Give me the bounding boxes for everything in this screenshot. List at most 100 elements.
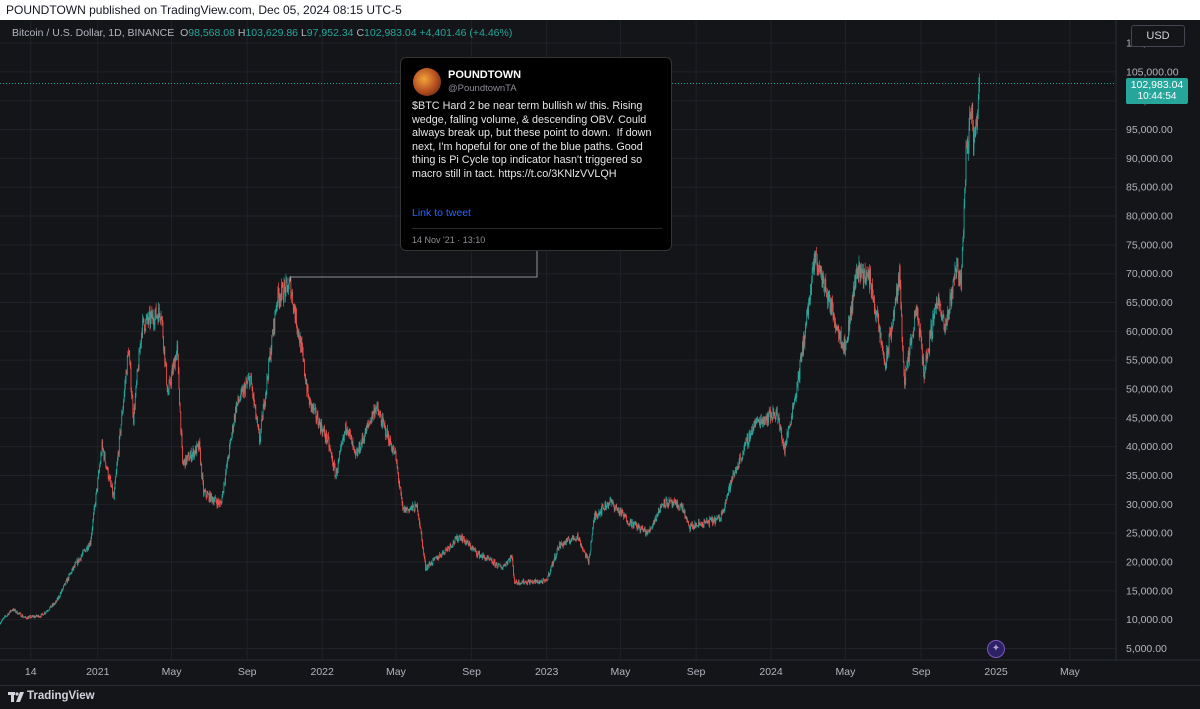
candle-body <box>926 353 928 360</box>
candle-body <box>663 499 665 506</box>
candle-body <box>254 405 256 406</box>
candle-body <box>921 349 923 364</box>
candle-body <box>171 374 172 385</box>
candle-body <box>267 376 268 378</box>
candle-body <box>887 348 889 359</box>
candle-body <box>203 482 204 495</box>
candle-body <box>203 491 205 495</box>
candle-body <box>180 411 182 432</box>
candle-body <box>835 326 837 330</box>
candle-body <box>693 525 694 529</box>
bar-countdown: 10:44:54 <box>1137 90 1177 102</box>
candle-body <box>342 436 344 442</box>
candle-body <box>235 406 237 412</box>
candle-body <box>816 253 817 255</box>
candle-body <box>292 304 294 311</box>
symbol-title[interactable]: Bitcoin / U.S. Dollar, 1D, BINANCE <box>12 27 175 39</box>
candle-body <box>466 540 468 543</box>
candle-body <box>846 341 848 343</box>
candle-body <box>602 504 603 507</box>
candle-body <box>716 517 718 520</box>
candle-body <box>975 120 977 131</box>
candle-body <box>970 112 972 119</box>
tweet-card[interactable]: POUNDTOWN @PoundtownTA $BTC Hard 2 be ne… <box>400 57 672 251</box>
candle-body <box>555 556 557 560</box>
candle-body <box>438 556 439 559</box>
x-tick-label: Sep <box>687 666 706 678</box>
avatar[interactable] <box>413 68 441 96</box>
candle-body <box>508 559 509 561</box>
candle-body <box>407 509 409 510</box>
candle-body <box>911 334 913 343</box>
candle-body <box>60 592 62 594</box>
link-to-tweet[interactable]: Link to tweet <box>412 207 471 219</box>
sparkle-icon[interactable]: ✦ <box>987 640 1005 658</box>
candle-body <box>714 517 715 522</box>
candle-body <box>430 561 432 566</box>
candle-body <box>845 342 847 346</box>
candle-body <box>324 435 326 440</box>
candle-body <box>895 298 897 302</box>
candle-body <box>744 442 746 444</box>
candle-body <box>976 120 977 125</box>
candle-body <box>762 418 764 421</box>
candle-body <box>978 78 980 100</box>
candle-body <box>888 334 890 354</box>
candle-body <box>745 439 747 443</box>
candle-body <box>596 513 597 516</box>
candle-body <box>446 548 447 550</box>
candle-body <box>715 519 717 520</box>
time-axis[interactable]: 14 2021 May Sep 2022 May Sep 2023 May Sep 2024 May S… <box>0 659 1200 678</box>
candle-body <box>211 496 213 502</box>
candle-body <box>3 616 5 619</box>
tweet-author-name[interactable]: POUNDTOWN <box>448 69 522 81</box>
candle-body <box>971 114 972 119</box>
candle-body <box>98 471 100 474</box>
candle-body <box>824 279 826 290</box>
candle-body <box>931 324 932 337</box>
candle-body <box>660 505 662 508</box>
candle-body <box>433 558 435 560</box>
candle-body <box>15 609 16 613</box>
candle-body <box>94 504 96 508</box>
candle-body <box>662 504 664 506</box>
candle-body <box>257 424 259 428</box>
tweet-author-handle[interactable]: @PoundtownTA <box>448 83 517 94</box>
candle-body <box>902 348 904 362</box>
candle-body <box>487 556 488 559</box>
candle-body <box>802 342 804 352</box>
candle-body <box>43 614 45 616</box>
candle-body <box>168 391 169 395</box>
candle-body <box>617 508 619 512</box>
candle-body <box>514 583 516 584</box>
tradingview-logo-icon[interactable] <box>8 691 24 703</box>
candle-body <box>785 444 787 446</box>
candle-body <box>425 561 426 570</box>
candle-body <box>31 615 33 618</box>
footer-brand[interactable]: TradingView <box>27 690 95 702</box>
candle-body <box>728 484 730 489</box>
candle-body <box>114 489 115 499</box>
currency-button[interactable]: USD <box>1131 25 1185 47</box>
candle-body <box>752 426 754 430</box>
candle-body <box>851 300 853 311</box>
candle-body <box>31 617 32 618</box>
candle-body <box>462 535 463 542</box>
candle-body <box>939 304 941 305</box>
candle-body <box>345 423 347 432</box>
candle-body <box>830 299 832 315</box>
candle-body <box>960 273 961 282</box>
candle-body <box>624 514 626 518</box>
candle-body <box>519 583 521 585</box>
candle-body <box>213 500 215 504</box>
candle-body <box>935 305 937 309</box>
candle-body <box>637 527 638 529</box>
candle-body <box>11 610 13 612</box>
price-axis[interactable]: 5,000.0010,000.0015,000.0020,000.0025,00… <box>1115 20 1179 660</box>
candle-body <box>905 368 907 371</box>
candle-body <box>909 342 911 351</box>
candle-body <box>809 298 811 300</box>
candle-body <box>86 546 88 550</box>
candle-body <box>376 403 378 408</box>
candle-body <box>46 610 48 612</box>
